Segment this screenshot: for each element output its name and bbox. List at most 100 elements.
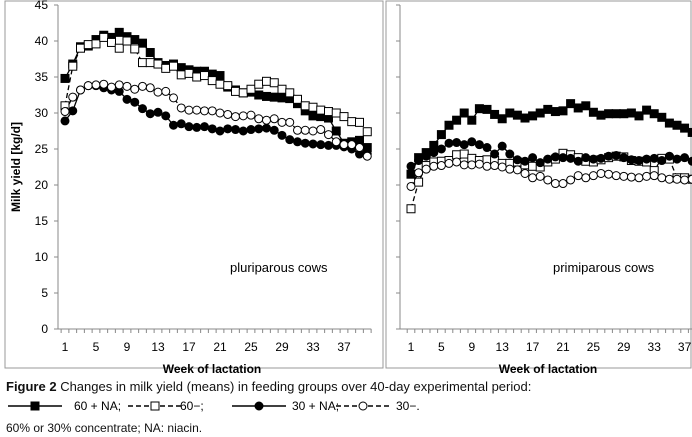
data-point-circle	[596, 153, 606, 163]
data-point-square	[107, 37, 116, 47]
data-point-circle	[459, 140, 469, 150]
data-point-circle	[429, 148, 439, 158]
data-point-circle	[505, 164, 515, 174]
x-tick-label: 13	[151, 340, 165, 354]
data-point-circle	[60, 107, 70, 117]
caption-text: Changes in milk yield (means) in feeding…	[56, 379, 532, 394]
y-tick-label: 15	[35, 214, 49, 228]
data-point-square	[596, 110, 606, 120]
data-point-circle	[316, 125, 326, 135]
data-point-square	[414, 177, 424, 187]
data-point-square	[331, 126, 341, 136]
data-point-circle	[611, 150, 621, 160]
data-point-circle	[153, 87, 163, 97]
data-point-circle	[414, 156, 424, 166]
x-tick-label: 25	[587, 340, 601, 354]
data-point-circle	[642, 154, 652, 164]
data-point-square	[611, 109, 621, 119]
data-point-circle	[130, 84, 140, 94]
data-point-square	[535, 108, 545, 118]
data-point-circle	[293, 137, 302, 147]
data-point-circle	[347, 140, 357, 150]
data-point-circle	[680, 153, 690, 163]
x-tick-label: 9	[468, 340, 475, 354]
data-point-circle	[642, 171, 652, 181]
data-point-square	[474, 104, 484, 114]
data-point-circle	[254, 114, 264, 124]
data-point-circle	[482, 161, 492, 171]
data-point-square	[642, 105, 652, 115]
x-tick-label: 5	[438, 340, 445, 354]
data-point-circle	[558, 153, 568, 163]
data-point-circle	[482, 143, 492, 153]
data-point-square	[664, 118, 674, 128]
data-point-circle	[262, 115, 271, 125]
data-point-circle	[672, 154, 682, 164]
data-point-circle	[550, 179, 560, 189]
data-point-square	[362, 127, 372, 137]
y-axis-title: Milk yield [kg/d]	[9, 122, 23, 212]
data-point-circle	[664, 151, 674, 161]
panel-label: primiparous cows	[553, 260, 655, 275]
y-tick-label: 10	[35, 250, 49, 264]
data-point-square	[604, 109, 614, 119]
data-point-square	[512, 110, 522, 120]
data-point-circle	[60, 116, 70, 126]
data-point-square	[153, 59, 163, 69]
data-point-circle	[558, 179, 568, 189]
data-point-square	[649, 109, 659, 119]
caption-note: 60% or 30% concentrate; NA: niacin.	[6, 421, 203, 435]
data-point-circle	[262, 123, 271, 133]
data-point-circle	[293, 125, 302, 135]
data-point-circle	[231, 112, 240, 122]
data-point-circle	[246, 125, 256, 135]
data-point-circle	[308, 126, 318, 136]
legend-label: 30 + NA;	[292, 399, 339, 413]
data-point-square	[68, 61, 78, 71]
data-point-circle	[459, 160, 469, 170]
data-point-square	[293, 94, 302, 104]
data-point-square	[122, 36, 132, 46]
data-point-square	[254, 79, 264, 89]
data-point-square	[543, 104, 553, 114]
data-point-circle	[672, 174, 682, 184]
data-point-circle	[406, 161, 416, 171]
data-point-square	[285, 88, 295, 98]
data-point-circle	[277, 117, 287, 127]
data-point-circle	[246, 110, 256, 120]
data-point-square	[223, 81, 233, 91]
data-point-circle	[604, 151, 614, 161]
data-point-circle	[467, 137, 477, 147]
data-point-square	[254, 90, 264, 100]
data-point-circle	[573, 156, 583, 166]
data-point-circle	[316, 140, 326, 150]
data-point-square	[192, 72, 202, 82]
data-point-circle	[543, 154, 553, 164]
x-tick-label: 21	[213, 340, 227, 354]
data-point-square	[558, 106, 568, 116]
data-point-square	[497, 114, 507, 124]
data-point-square	[331, 108, 341, 118]
data-point-square	[528, 161, 538, 171]
legend-marker-square	[30, 401, 40, 411]
data-point-circle	[269, 125, 279, 135]
data-point-square	[573, 103, 583, 113]
data-point-square	[347, 117, 357, 127]
legend-label: 60−;	[180, 399, 204, 413]
x-axis-title: Week of lactation	[499, 362, 597, 376]
y-tick-label: 45	[35, 0, 49, 12]
data-point-circle	[452, 138, 462, 148]
data-point-square	[467, 115, 477, 125]
data-point-circle	[406, 181, 416, 191]
data-point-square	[634, 111, 644, 121]
data-point-circle	[535, 158, 545, 168]
legend-label: 30−.	[396, 399, 420, 413]
data-point-circle	[145, 83, 155, 93]
data-point-circle	[414, 168, 424, 178]
x-tick-label: 33	[306, 340, 320, 354]
legend-marker-square	[150, 401, 160, 411]
data-point-circle	[122, 94, 132, 104]
data-point-circle	[355, 143, 364, 153]
data-point-square	[138, 58, 147, 68]
